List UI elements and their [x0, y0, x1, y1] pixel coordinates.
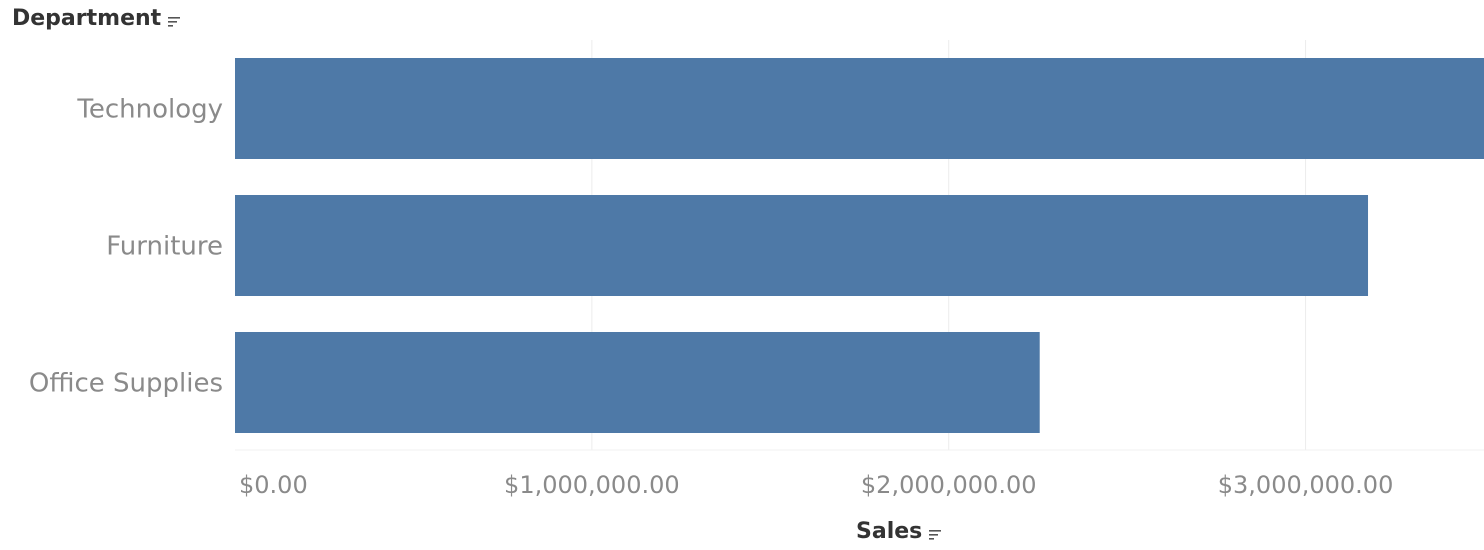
x-tick-label: $1,000,000.00: [504, 471, 680, 499]
x-tick-label: $3,000,000.00: [1218, 471, 1394, 499]
category-label: Office Supplies: [29, 369, 223, 399]
sort-descending-icon[interactable]: [167, 14, 181, 28]
rows-field-label: Department: [12, 6, 162, 31]
category-label: Technology: [76, 95, 223, 125]
bar-furniture[interactable]: [235, 195, 1369, 296]
bars: [235, 58, 1484, 433]
x-tick-label: $0.00: [239, 471, 308, 499]
category-label: Furniture: [106, 232, 223, 262]
columns-field-header[interactable]: Sales: [856, 519, 942, 544]
columns-field-label: Sales: [856, 519, 923, 544]
bar-office-supplies[interactable]: [235, 332, 1040, 433]
rows-field-header[interactable]: Department: [12, 6, 181, 31]
x-tick-label: $2,000,000.00: [861, 471, 1037, 499]
x-tick-labels: $0.00 $1,000,000.00 $2,000,000.00 $3,000,00…: [239, 471, 1393, 499]
category-labels: Technology Furniture Office Supplies: [29, 95, 223, 399]
bar-technology[interactable]: [235, 58, 1484, 159]
sort-descending-icon[interactable]: [928, 527, 942, 541]
